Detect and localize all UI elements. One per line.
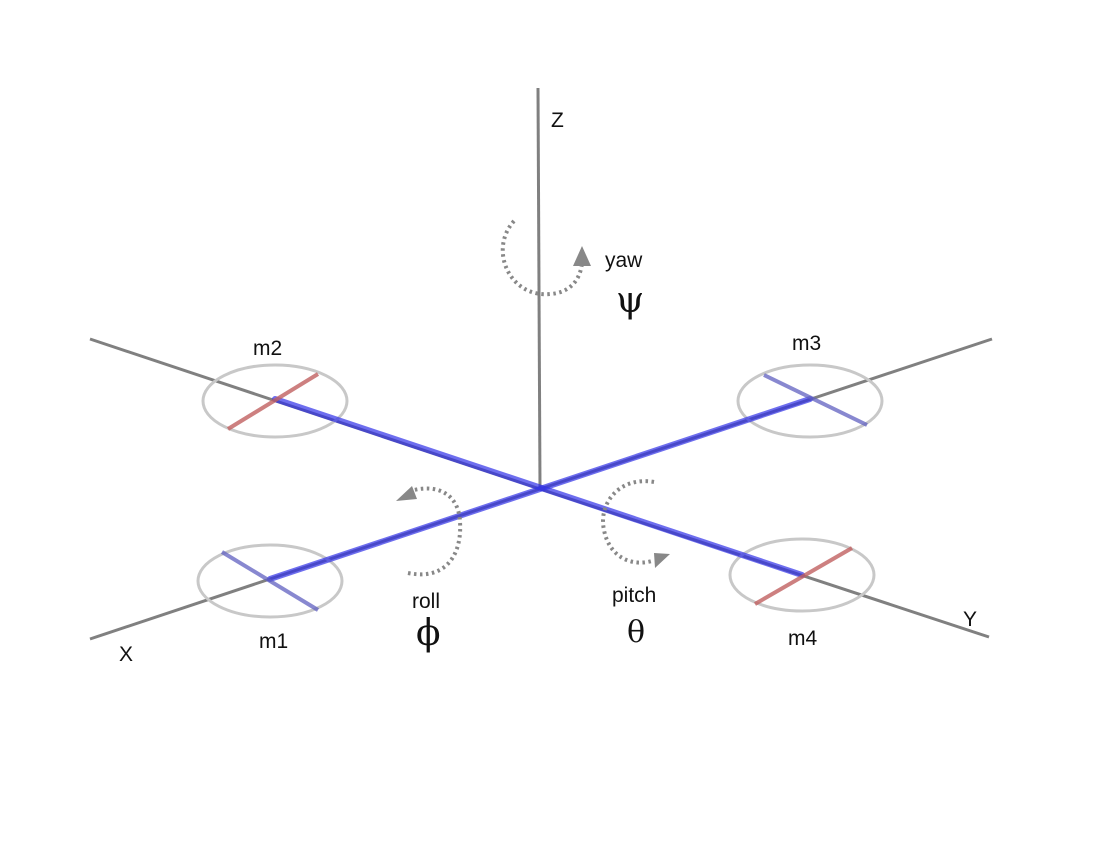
blade-m2	[226, 372, 320, 431]
yaw-arrow	[500, 219, 584, 297]
propeller-blades	[220, 372, 868, 612]
x-axis-label: X	[119, 643, 133, 666]
y-axis-label: Y	[963, 608, 977, 631]
pitch-arrow	[601, 479, 655, 565]
frame-arms	[267, 396, 813, 582]
blade-m3	[763, 373, 868, 427]
blade-m1	[220, 550, 320, 612]
arm-m2-m4	[272, 396, 805, 578]
rotor-ring-m1	[196, 543, 344, 619]
yaw-symbol: ψ	[616, 280, 644, 321]
rotor-rings	[196, 363, 884, 619]
arrow-heads	[396, 246, 670, 568]
z-axis	[536, 87, 542, 490]
rotor-ring-m3	[736, 363, 884, 439]
motor-label-m3: m3	[792, 332, 821, 355]
rotation-arrows	[407, 219, 655, 577]
motor-label-m2: m2	[253, 337, 282, 360]
pitch-symbol: θ	[627, 615, 645, 650]
yaw-arrowhead-icon	[573, 246, 591, 266]
z-axis-label: Z	[551, 109, 564, 132]
motor-label-m1: m1	[259, 630, 288, 653]
yaw-label: yaw	[605, 249, 643, 272]
roll-arrowhead-icon	[396, 486, 417, 501]
pitch-label: pitch	[612, 584, 656, 607]
rotor-ring-m4	[728, 537, 876, 613]
rotor-ring-m2	[201, 363, 349, 439]
blade-m4	[754, 546, 853, 606]
roll-symbol: ϕ	[416, 613, 441, 654]
pitch-arrowhead-icon	[654, 553, 670, 568]
axes	[89, 87, 993, 641]
motor-label-m4: m4	[788, 627, 817, 650]
roll-label: roll	[412, 590, 440, 613]
